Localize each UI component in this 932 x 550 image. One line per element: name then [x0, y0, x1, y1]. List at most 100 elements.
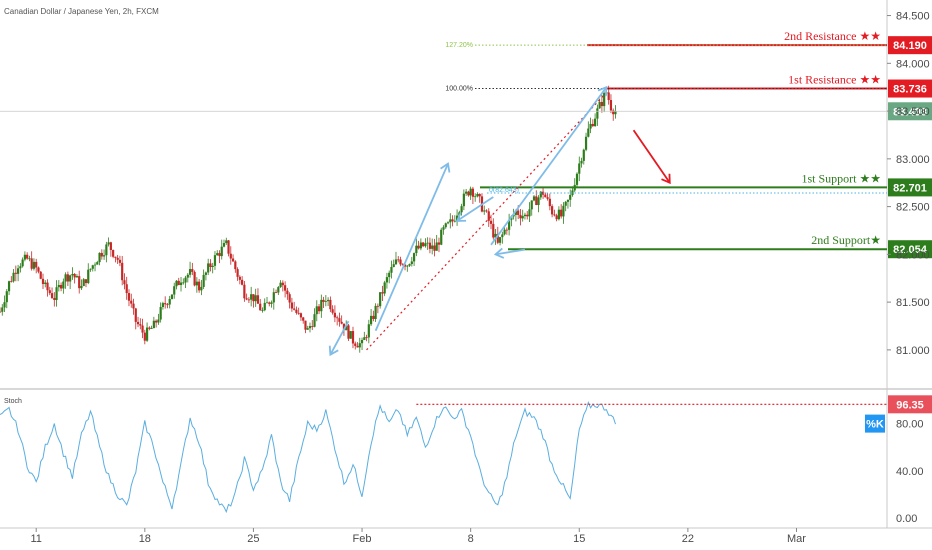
candle-body [399, 259, 402, 265]
candle-body [532, 196, 536, 201]
candle-body [306, 328, 309, 330]
time-tick-label: 18 [139, 533, 151, 545]
candle-body [46, 282, 49, 291]
candle-body [591, 123, 594, 127]
candle-body [73, 273, 76, 278]
candle-body [517, 210, 520, 215]
candle-body [474, 196, 477, 198]
candle-body [451, 219, 454, 222]
candle-body [539, 191, 542, 198]
candle-body [28, 258, 31, 260]
candle-body [179, 282, 183, 286]
candle-body [155, 320, 158, 323]
candle-body [589, 123, 592, 129]
candle-body [351, 331, 355, 344]
stoch-k-badge [865, 414, 885, 433]
candle-body [91, 265, 94, 269]
candle-body [514, 210, 518, 215]
price-tick-label: 82.000 [896, 249, 930, 261]
candle-body [598, 101, 601, 109]
candle-body [444, 223, 447, 228]
arrow-head [328, 345, 339, 357]
candle-body [243, 284, 246, 299]
candle-body [89, 268, 92, 270]
candle-body [419, 242, 422, 249]
candle-body [333, 312, 336, 318]
stochastic-label: Stoch [4, 398, 22, 405]
arrow-shaft [374, 163, 449, 332]
stochastic-pane: 96.35 %K [0, 395, 932, 514]
candle-body [53, 297, 56, 300]
candle-body [109, 242, 112, 251]
candle-body [59, 284, 63, 289]
fib-level-label: 100.00% [445, 86, 473, 93]
candle-body [424, 243, 427, 247]
price-tick-label: 81.000 [896, 345, 930, 357]
candle-body [274, 292, 278, 294]
candle-body [498, 237, 502, 243]
candle-body [367, 324, 370, 338]
candle-body [392, 264, 395, 268]
candle-body [293, 308, 296, 310]
candle-body [478, 193, 481, 197]
axes-layer: 84.500 84.000 83.500 83.000 82.500 82.000 81.5… [30, 11, 929, 545]
candle-body [238, 276, 241, 280]
arrow-head [661, 173, 671, 185]
candle-body [557, 209, 561, 220]
candle-body [607, 92, 610, 100]
stoch-tick-label: 80.00 [896, 419, 924, 431]
candle-body [1, 307, 4, 312]
candle-body [44, 282, 47, 285]
projection-arrow-left [493, 247, 526, 259]
candle-body [390, 267, 393, 273]
candle-body [75, 276, 79, 278]
candle-body [381, 292, 384, 294]
candle-body [279, 282, 282, 288]
price-tick-label: 82.500 [896, 202, 930, 214]
current-price-badge-text: 83.498 [893, 106, 927, 118]
candle-body [609, 99, 613, 111]
drawing-overlays: 2nd Resistance ★★ 84.190 1st Resistance ★★… [0, 29, 932, 357]
expected-move-arrow [632, 129, 671, 185]
candle-body [519, 214, 522, 219]
candle-body [455, 215, 459, 221]
candle-body [612, 110, 615, 115]
candle-body [564, 201, 567, 206]
candle-body [566, 199, 570, 202]
arrow-shaft [490, 86, 608, 246]
candle-body [422, 242, 425, 247]
candle-body [270, 302, 273, 304]
candle-body [175, 280, 178, 287]
level-price-badge-text: 84.190 [893, 40, 927, 52]
fib-level-label: 0(82.643) [489, 187, 519, 194]
candle-body [125, 284, 128, 294]
candle-body [331, 309, 334, 313]
candle-body [512, 214, 515, 217]
level-price-badge [888, 178, 932, 197]
stoch-tick-label: 40.00 [896, 466, 924, 478]
stoch-tick-label: 0.00 [896, 513, 917, 525]
level-label: 1st Support ★★ [801, 171, 881, 185]
candle-body [218, 253, 221, 257]
candle-body [530, 200, 533, 210]
candle-body [469, 188, 472, 196]
candle-body [428, 242, 432, 249]
candle-body [143, 332, 146, 341]
candle-body [437, 242, 441, 245]
candle-body [453, 220, 456, 222]
level-price-badge [888, 79, 932, 98]
candle-body [544, 194, 547, 198]
candle-body [198, 281, 201, 291]
candle-body [505, 229, 508, 231]
candle-body [268, 302, 271, 304]
candle-body [526, 214, 529, 217]
candle-body [241, 279, 244, 285]
candle-body [231, 258, 235, 262]
candle-body [594, 118, 597, 127]
candle-body [261, 310, 264, 311]
candle-body [254, 295, 257, 302]
candle-body [48, 290, 51, 294]
candle-body [467, 191, 470, 196]
